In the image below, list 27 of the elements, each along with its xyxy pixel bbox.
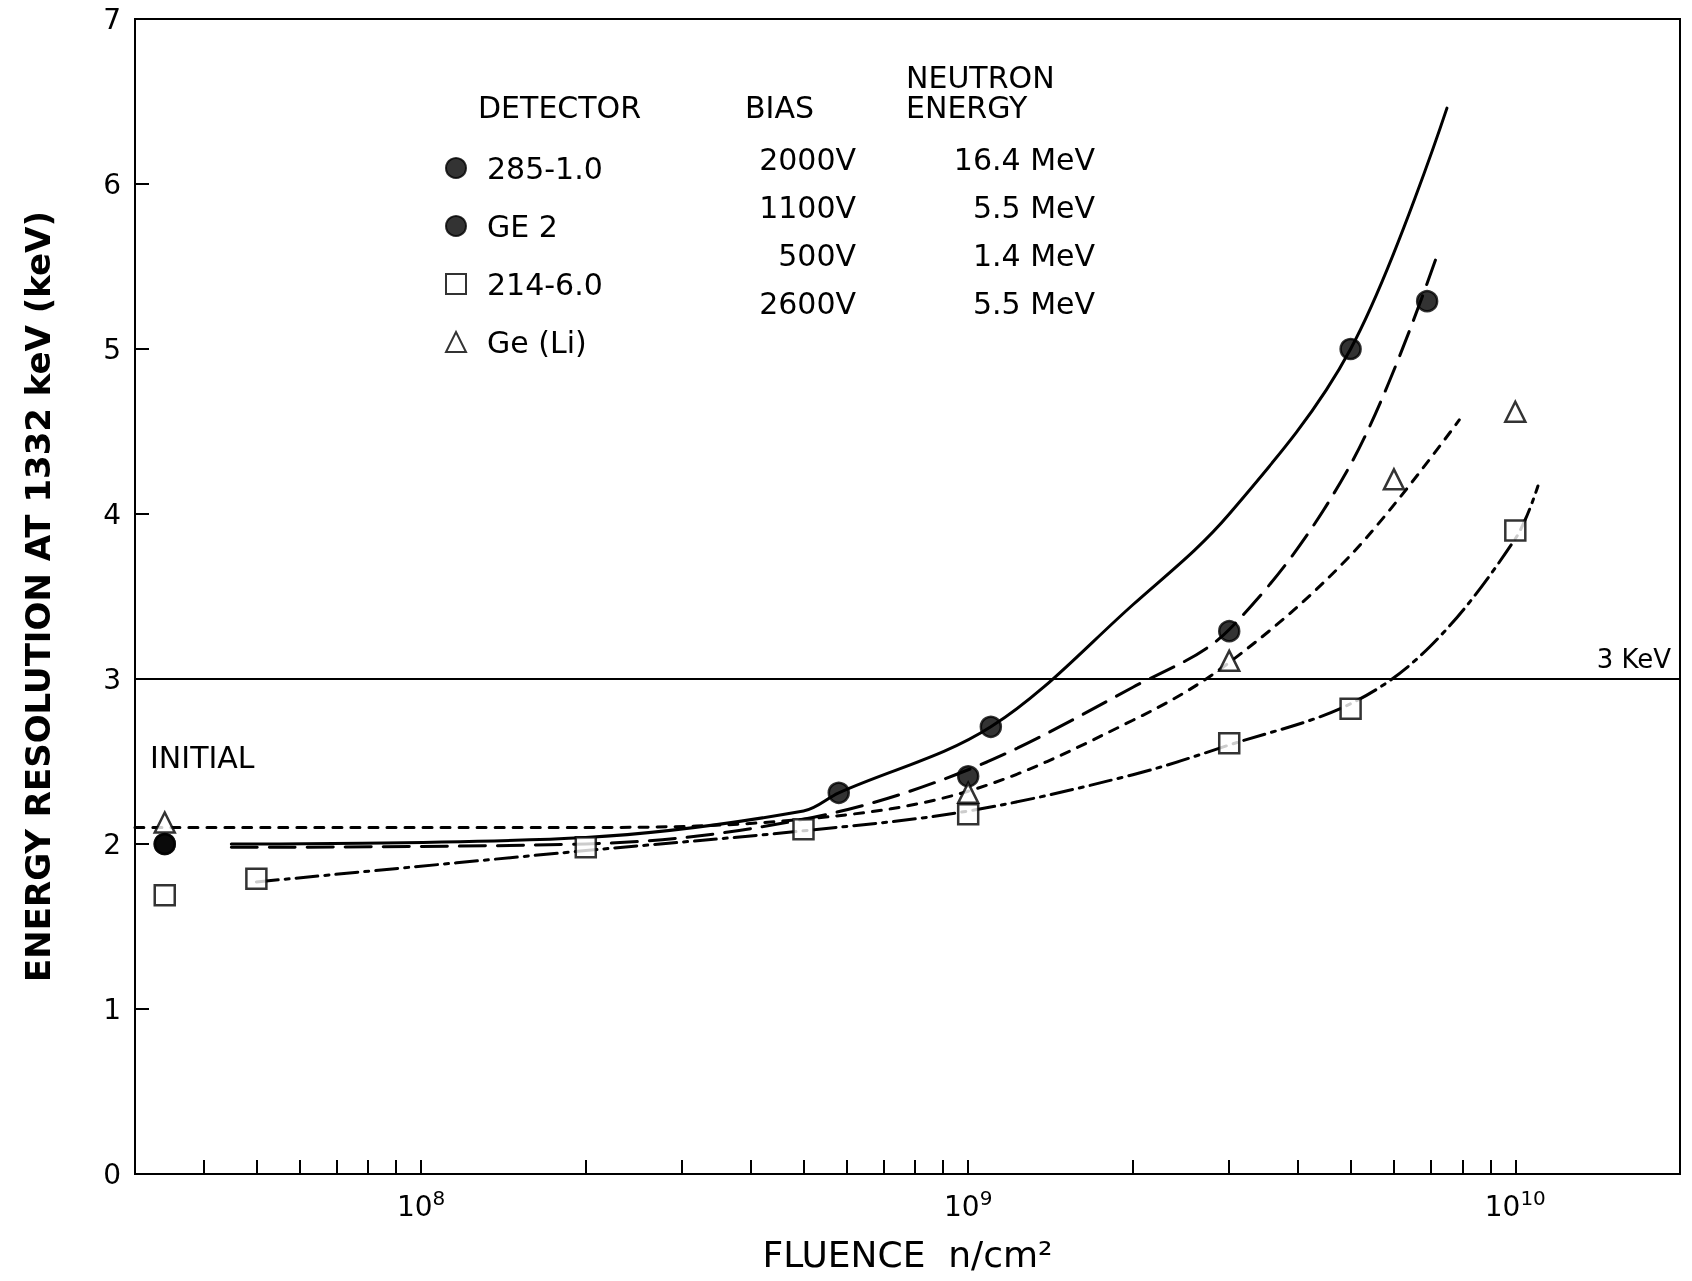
annotation: 500V — [778, 237, 857, 273]
annotation: 2000V — [759, 141, 857, 177]
annotation: NEUTRON ENERGY — [906, 59, 1065, 125]
legend-label: Ge (Li) — [487, 324, 587, 360]
y-tick-label: 2 — [103, 827, 121, 861]
y-tick-label: 6 — [103, 167, 121, 201]
legend-label: 214-6.0 — [487, 266, 603, 302]
annotation: 5.5 MeV — [972, 285, 1096, 321]
y-tick-label: 4 — [103, 497, 121, 531]
legend-label: 285-1.0 — [487, 150, 603, 186]
ref-line-label: 3 KeV — [1596, 644, 1672, 674]
annotation: 1100V — [759, 189, 857, 225]
annotation: 1.4 MeV — [972, 237, 1096, 273]
annotation: 5.5 MeV — [972, 189, 1096, 225]
annotation: INITIAL — [150, 739, 255, 775]
y-tick-label: 0 — [103, 1157, 121, 1191]
annotation: DETECTOR — [478, 89, 642, 125]
annotation: BIAS — [745, 89, 814, 125]
annotation: 16.4 MeV — [953, 141, 1096, 177]
y-tick-label: 3 — [103, 662, 121, 696]
y-tick-label: 5 — [103, 332, 121, 366]
annotation: 2600V — [759, 285, 857, 321]
legend-label: GE 2 — [487, 208, 558, 244]
y-tick-label: 7 — [103, 2, 121, 36]
y-tick-label: 1 — [103, 992, 121, 1026]
y-axis-title: ENERGY RESOLUTION AT 1332 keV (keV) — [18, 211, 58, 982]
x-axis-title: FLUENCE n/cm² — [762, 1233, 1053, 1275]
